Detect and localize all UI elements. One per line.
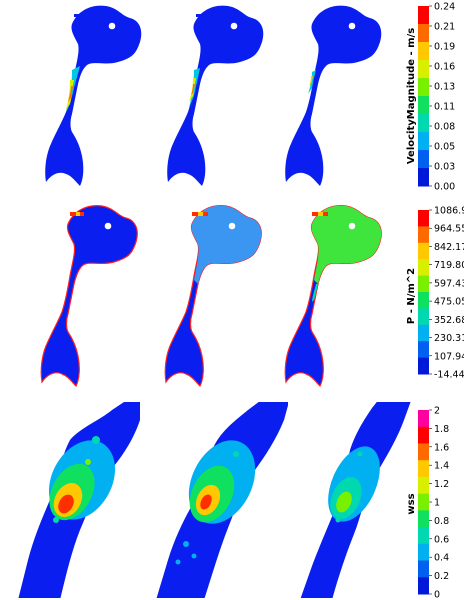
- pressure-panel-1: [40, 205, 138, 387]
- colorbar-swatch: [418, 341, 429, 359]
- wss-colorbar-swatches: [418, 410, 429, 595]
- colorbar-swatch: [418, 114, 429, 133]
- colorbar-swatch: [418, 577, 429, 595]
- colorbar-tick-label: 719.80: [434, 260, 464, 271]
- pressure-colorbar-title: P - N/m^2: [406, 268, 417, 324]
- colorbar-swatch: [418, 150, 429, 169]
- colorbar-tick-label: 0.2: [434, 571, 449, 582]
- colorbar-swatch: [418, 527, 429, 545]
- colorbar-tick-label: -14.44: [434, 370, 464, 381]
- pressure-panel-3: [284, 205, 382, 387]
- wss-panel-2: [156, 402, 288, 598]
- wss-panel-1: [18, 402, 140, 598]
- pressure-colorbar-swatches: [418, 210, 429, 375]
- colorbar-swatch: [418, 510, 429, 528]
- colorbar-tick-label: 597.43: [434, 278, 464, 289]
- velocity-colorbar-ticks: 0.24 0.21 0.19 0.16 0.13 0.11 0.08 0.05 0.03 0.00: [429, 2, 455, 193]
- colorbar-tick-label: 0.6: [434, 534, 449, 545]
- colorbar-tick-label: 1.4: [434, 461, 449, 472]
- colorbar-tick-label: 842.17: [434, 242, 464, 253]
- colorbar-swatch: [418, 476, 429, 495]
- colorbar-swatch: [418, 292, 429, 309]
- colorbar-swatch: [418, 410, 429, 428]
- colorbar-tick-label: 1.6: [434, 442, 449, 453]
- colorbar-tick-label: 107.94: [434, 351, 464, 362]
- velocity-colorbar: 0.24 0.21 0.19 0.16 0.13 0.11 0.08 0.05 0.03 0.00…: [406, 2, 455, 193]
- velocity-colorbar-swatches: [418, 6, 429, 187]
- colorbar-tick-label: 0.21: [434, 22, 455, 33]
- colorbar-tick-label: 352.68: [434, 315, 464, 326]
- colorbar-tick-label: 0.16: [434, 62, 455, 73]
- colorbar-swatch: [418, 324, 429, 342]
- colorbar-swatch: [418, 308, 429, 326]
- colorbar-swatch: [418, 493, 429, 511]
- colorbar-tick-label: 0.05: [434, 142, 455, 153]
- wss-colorbar-title: wss: [406, 493, 417, 514]
- velocity-row: [45, 5, 382, 186]
- velocity-colorbar-title: VelocityMagnitude - m/s: [406, 28, 417, 164]
- pressure-colorbar: 1086.92 964.55 842.17 719.80 597.43 475.05 352…: [406, 206, 464, 381]
- colorbar-tick-label: 1: [434, 498, 440, 509]
- colorbar-tick-label: 0.13: [434, 82, 455, 93]
- velocity-panel-1: [45, 5, 142, 186]
- colorbar-tick-label: 0.8: [434, 516, 449, 527]
- colorbar-tick-label: 1.2: [434, 479, 449, 490]
- colorbar-swatch: [418, 460, 429, 478]
- colorbar-tick-label: 0.08: [434, 122, 455, 133]
- colorbar-swatch: [418, 357, 429, 375]
- colorbar-swatch: [418, 426, 429, 444]
- colorbar-tick-label: 1086.92: [434, 206, 464, 217]
- colorbar-swatch: [418, 132, 429, 151]
- colorbar-swatch: [418, 96, 429, 115]
- colorbar-swatch: [418, 226, 429, 244]
- colorbar-tick-label: 0.00: [434, 182, 455, 193]
- pressure-colorbar-ticks: 1086.92 964.55 842.17 719.80 597.43 475.05 352…: [429, 206, 464, 381]
- colorbar-tick-label: 1.8: [434, 424, 449, 435]
- colorbar-tick-label: 2: [434, 406, 440, 417]
- colorbar-tick-label: 0.4: [434, 553, 449, 564]
- colorbar-swatch: [418, 24, 429, 43]
- colorbar-tick-label: 475.05: [434, 297, 464, 308]
- wss-panel-3: [300, 402, 411, 598]
- colorbar-swatch: [418, 543, 429, 562]
- colorbar-tick-label: 230.31: [434, 333, 464, 344]
- colorbar-swatch: [418, 242, 429, 260]
- colorbar-swatch: [418, 275, 429, 293]
- colorbar-swatch: [418, 443, 429, 461]
- colorbar-swatch: [418, 60, 429, 79]
- velocity-panel-3: [285, 5, 382, 186]
- colorbar-swatch: [418, 560, 429, 578]
- colorbar-tick-label: 0: [434, 590, 440, 600]
- wss-colorbar-ticks: 2 1.8 1.6 1.4 1.2 1 0.8 0.6 0.4 0.2 0: [429, 406, 449, 600]
- wss-colorbar: 2 1.8 1.6 1.4 1.2 1 0.8 0.6 0.4 0.2 0 wss: [406, 406, 449, 600]
- colorbar-tick-label: 0.24: [434, 2, 455, 13]
- colorbar-swatch: [418, 259, 429, 277]
- velocity-panel-2: [167, 5, 264, 186]
- colorbar-tick-label: 964.55: [434, 224, 464, 235]
- colorbar-swatch: [418, 78, 429, 97]
- colorbar-tick-label: 0.19: [434, 42, 455, 53]
- colorbar-swatch: [418, 210, 429, 227]
- colorbar-swatch: [418, 6, 429, 25]
- colorbar-tick-label: 0.03: [434, 162, 455, 173]
- pressure-panel-2: [164, 205, 262, 387]
- wss-row: [18, 402, 411, 598]
- colorbar-swatch: [418, 168, 429, 187]
- pressure-row: [40, 205, 382, 387]
- colorbar-swatch: [418, 42, 429, 61]
- colorbar-tick-label: 0.11: [434, 102, 455, 113]
